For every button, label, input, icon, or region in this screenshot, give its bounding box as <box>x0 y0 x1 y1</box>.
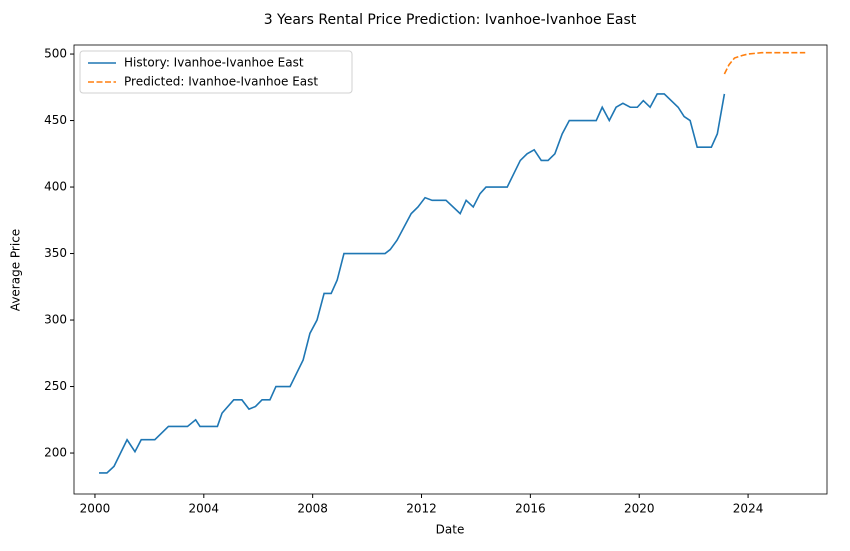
x-tick-label: 2004 <box>189 502 220 516</box>
y-tick-label: 400 <box>44 180 67 194</box>
y-tick-label: 350 <box>44 246 67 260</box>
x-tick-label: 2000 <box>80 502 111 516</box>
x-tick-label: 2012 <box>406 502 437 516</box>
y-tick-label: 450 <box>44 113 67 127</box>
y-tick-label: 300 <box>44 313 67 327</box>
series-line <box>723 51 806 75</box>
chart-title: 3 Years Rental Price Prediction: Ivanhoe… <box>264 12 637 28</box>
legend-label: History: Ivanhoe-Ivanhoe East <box>124 56 304 70</box>
x-tick-label: 2008 <box>297 502 328 516</box>
x-axis-label: Date <box>436 523 465 537</box>
series-line <box>99 93 726 474</box>
x-tick-label: 2024 <box>733 502 764 516</box>
y-tick-label: 200 <box>44 446 67 460</box>
x-tick-label: 2020 <box>624 502 655 516</box>
legend-label: Predicted: Ivanhoe-Ivanhoe East <box>124 75 318 89</box>
axes-frame <box>73 44 828 495</box>
y-tick-label: 250 <box>44 379 67 393</box>
legend-box <box>79 50 353 94</box>
y-axis-label: Average Price <box>9 229 23 311</box>
x-tick-label: 2016 <box>515 502 546 516</box>
y-tick-label: 500 <box>44 47 67 61</box>
